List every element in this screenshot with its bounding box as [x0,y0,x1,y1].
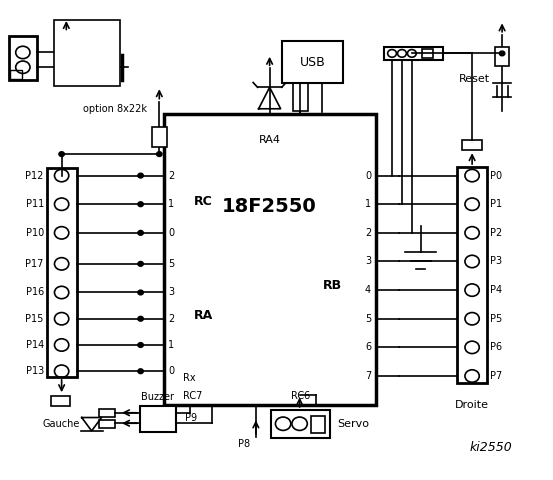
Bar [54,20,119,86]
Text: Droite: Droite [455,400,489,410]
Text: RA: RA [194,309,213,323]
Bar [384,47,443,60]
Circle shape [138,343,143,348]
Circle shape [138,173,143,178]
Circle shape [138,316,143,321]
Text: 4: 4 [365,285,371,295]
Text: P11: P11 [25,199,44,209]
Text: 5: 5 [365,314,371,324]
Text: 0: 0 [168,228,174,238]
Circle shape [138,369,143,373]
Text: P14: P14 [25,340,44,350]
Bar [60,32,73,50]
Bar [51,396,70,406]
Text: 1: 1 [168,340,174,350]
Text: P0: P0 [490,170,502,180]
Text: Reset: Reset [459,74,490,84]
Text: RC7: RC7 [183,391,202,401]
Text: RA4: RA4 [259,135,280,145]
Text: 2: 2 [365,228,371,238]
Bar [10,70,22,79]
Text: P16: P16 [25,288,44,298]
Text: USB: USB [299,56,325,69]
Text: RC: RC [194,195,213,208]
Text: P6: P6 [490,342,502,352]
Text: 7: 7 [365,371,371,381]
Bar [282,41,342,84]
Text: P9: P9 [185,412,197,422]
Bar [8,36,37,80]
Text: 1: 1 [168,199,174,209]
Text: P15: P15 [25,314,44,324]
Text: ki2550: ki2550 [469,441,513,454]
Bar [311,416,325,433]
Text: 6: 6 [365,342,371,352]
Text: P10: P10 [25,228,44,238]
Text: 2: 2 [168,314,174,324]
Text: P12: P12 [25,170,44,180]
Bar [152,127,167,147]
Text: 1: 1 [365,199,371,209]
Text: 3: 3 [365,256,371,266]
Bar [164,114,375,405]
Bar [495,47,509,66]
Text: 18F2550: 18F2550 [222,197,317,216]
Circle shape [138,262,143,266]
Text: 5: 5 [168,259,174,269]
Text: Gauche: Gauche [43,419,80,429]
Text: 3: 3 [168,288,174,298]
Text: 2: 2 [168,170,174,180]
Circle shape [59,152,64,156]
Circle shape [138,230,143,235]
Circle shape [138,290,143,295]
Text: option 8x22k: option 8x22k [83,104,147,114]
Bar [46,168,77,377]
Bar [99,420,115,428]
Text: 0: 0 [168,366,174,376]
Text: RC6: RC6 [291,391,310,401]
Text: P8: P8 [238,439,250,449]
Bar [422,49,433,58]
Circle shape [156,152,162,156]
Text: Rx: Rx [183,373,196,384]
Bar [140,406,176,432]
Text: P3: P3 [490,256,502,266]
Text: P2: P2 [490,228,502,238]
Circle shape [138,202,143,206]
Text: P4: P4 [490,285,502,295]
Bar [271,410,331,438]
Text: P13: P13 [25,366,44,376]
Text: P1: P1 [490,199,502,209]
Text: RB: RB [324,279,342,292]
Circle shape [499,51,505,56]
Text: 0: 0 [365,170,371,180]
Bar [457,167,487,383]
Bar [99,409,115,417]
Text: Servo: Servo [337,419,369,429]
Text: P7: P7 [490,371,502,381]
Text: P17: P17 [25,259,44,269]
Text: P5: P5 [490,314,502,324]
Bar [293,78,308,111]
Text: Buzzer: Buzzer [141,392,174,402]
Bar [462,140,482,150]
